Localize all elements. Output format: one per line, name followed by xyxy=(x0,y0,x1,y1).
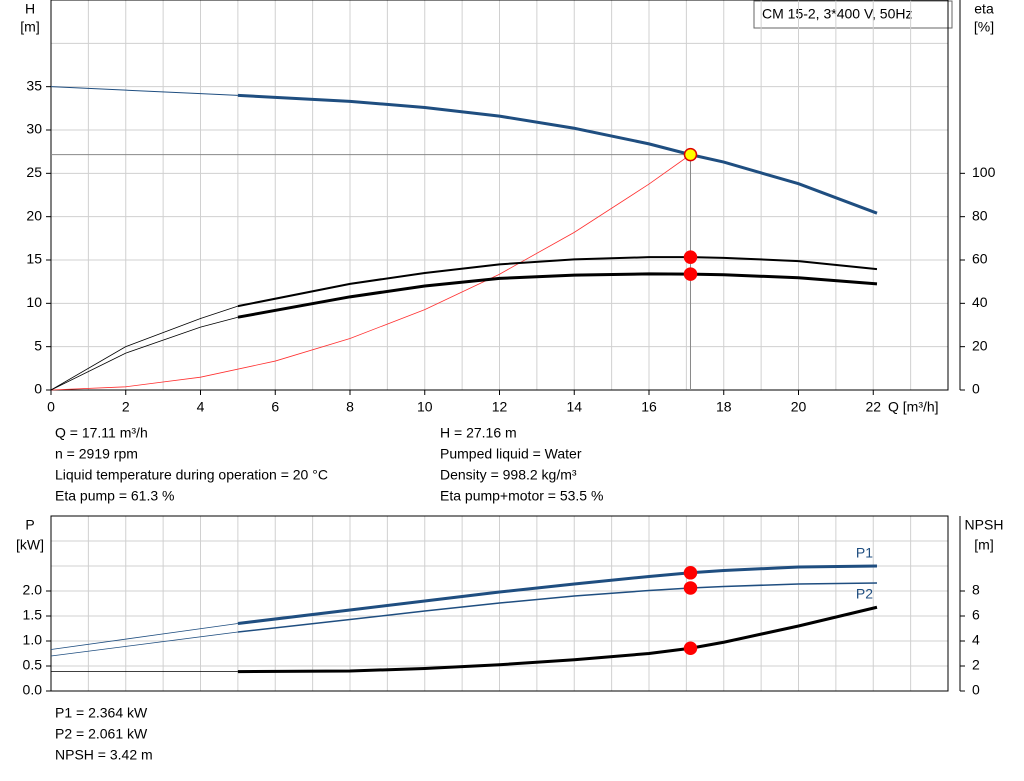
x-tick-label: 10 xyxy=(417,399,433,415)
y-tick-label: 1.0 xyxy=(23,632,43,648)
operating-point xyxy=(683,641,698,655)
curve xyxy=(50,154,691,391)
y-tick-label: 35 xyxy=(26,77,42,93)
curve-label: P1 xyxy=(856,545,873,561)
y-tick-label: 1.5 xyxy=(23,607,43,623)
x-tick-label: 14 xyxy=(566,399,582,415)
x-tick-label: 2 xyxy=(122,399,130,415)
x-axis-label: Q [m³/h] xyxy=(888,399,939,415)
y2-tick-label: 100 xyxy=(972,164,996,180)
y2-tick-label: 60 xyxy=(972,251,988,267)
readout: Eta pump = 61.3 % xyxy=(55,488,174,504)
curve xyxy=(237,272,878,319)
readout: n = 2919 rpm xyxy=(55,446,138,462)
readout: NPSH = 3.42 m xyxy=(55,747,153,763)
y-tick-label: 0.5 xyxy=(23,657,43,673)
y2-tick-label: 2 xyxy=(972,657,980,673)
y-tick-label: 10 xyxy=(26,294,42,310)
readout: Q = 17.11 m³/h xyxy=(55,425,148,441)
readout: Liquid temperature during operation = 20… xyxy=(55,467,328,483)
y2-tick-label: 0 xyxy=(972,381,980,397)
operating-point xyxy=(683,566,698,580)
curve xyxy=(50,316,238,391)
readout: Eta pump+motor = 53.5 % xyxy=(440,488,603,504)
operating-point xyxy=(683,267,698,281)
y-tick-label: 15 xyxy=(26,251,42,267)
y2-tick-label: 0 xyxy=(972,682,980,698)
y-axis-unit: [m] xyxy=(20,19,39,35)
plot-frame xyxy=(50,515,949,692)
curve xyxy=(237,256,878,308)
x-tick-label: 12 xyxy=(492,399,508,415)
readout: P1 = 2.364 kW xyxy=(55,705,148,721)
curve xyxy=(50,631,238,657)
x-tick-label: 22 xyxy=(865,399,881,415)
curve xyxy=(50,86,238,96)
y2-tick-label: 80 xyxy=(972,207,988,223)
y-tick-label: 25 xyxy=(26,164,42,180)
x-tick-label: 6 xyxy=(271,399,279,415)
y2-tick-label: 8 xyxy=(972,582,980,598)
curve xyxy=(50,305,239,391)
operating-point xyxy=(683,147,698,162)
readout: Density = 998.2 kg/m³ xyxy=(440,467,577,483)
legend-box xyxy=(753,0,953,29)
y-tick-label: 20 xyxy=(26,207,42,223)
y2-axis-label: eta xyxy=(974,1,994,17)
y2-tick-label: 20 xyxy=(972,337,988,353)
x-tick-label: 0 xyxy=(47,399,55,415)
y2-axis-label: NPSH xyxy=(965,517,1004,533)
readout: H = 27.16 m xyxy=(440,425,517,441)
operating-point xyxy=(683,250,698,264)
readout: Pumped liquid = Water xyxy=(440,446,582,462)
y-tick-label: 30 xyxy=(26,121,42,137)
y-tick-label: 0.0 xyxy=(23,682,43,698)
y-axis-unit: [kW] xyxy=(16,537,44,553)
curve xyxy=(237,564,878,625)
y2-axis-unit: [%] xyxy=(974,19,994,35)
y-tick-label: 2.0 xyxy=(23,582,43,598)
y-tick-label: 0 xyxy=(34,381,42,397)
curve xyxy=(237,582,877,633)
y2-axis-unit: [m] xyxy=(974,537,993,553)
y2-tick-label: 4 xyxy=(972,632,980,648)
pump-title: CM 15-2, 3*400 V, 50Hz xyxy=(762,6,912,22)
x-tick-label: 16 xyxy=(641,399,657,415)
curve xyxy=(50,623,238,650)
y-axis-label: H xyxy=(25,1,35,17)
y2-tick-label: 6 xyxy=(972,607,980,623)
y2-tick-label: 40 xyxy=(972,294,988,310)
curve xyxy=(237,605,878,674)
curve-label: P2 xyxy=(856,586,873,602)
x-tick-label: 4 xyxy=(197,399,205,415)
readout: P2 = 2.061 kW xyxy=(55,726,148,742)
x-tick-label: 20 xyxy=(791,399,807,415)
operating-point xyxy=(683,581,698,595)
curve xyxy=(237,93,878,215)
x-tick-label: 8 xyxy=(346,399,354,415)
y-axis-label: P xyxy=(25,517,34,533)
y-tick-label: 5 xyxy=(34,337,42,353)
x-tick-label: 18 xyxy=(716,399,732,415)
